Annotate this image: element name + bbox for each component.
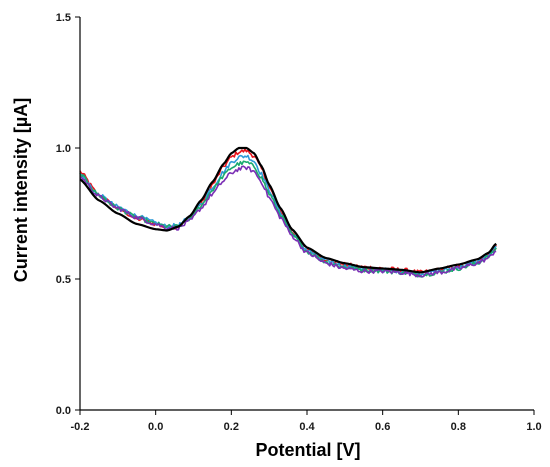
axes <box>79 17 534 411</box>
x-axis-title: Potential [V] <box>255 440 360 460</box>
series-line-1 <box>79 146 497 274</box>
y-axis-title: Current intensity [µA] <box>11 98 31 282</box>
x-tick-label: 0.2 <box>224 421 239 433</box>
x-tick-label: 0.8 <box>451 421 466 433</box>
y-tick-label: 1.5 <box>56 12 71 24</box>
y-tick-label: 0.5 <box>56 274 71 286</box>
ticks: 0.00.51.01.5-0.2 0.0 0.2 0.4 0.6 0.8 1.0 <box>56 12 542 433</box>
series-line-2 <box>79 148 497 274</box>
series-line-3 <box>79 154 497 277</box>
x-tick-label: 0.6 <box>375 421 390 433</box>
series-group <box>79 146 497 278</box>
x-tick-label: 0.0 <box>148 421 163 433</box>
y-tick-label: 0.0 <box>56 405 71 417</box>
x-tick-label: -0.2 <box>71 421 90 433</box>
series-line-5 <box>79 165 497 278</box>
y-tick-label: 1.0 <box>56 143 71 155</box>
x-tick-label: 1.0 <box>526 421 541 433</box>
x-tick-label: 0.4 <box>299 421 315 433</box>
